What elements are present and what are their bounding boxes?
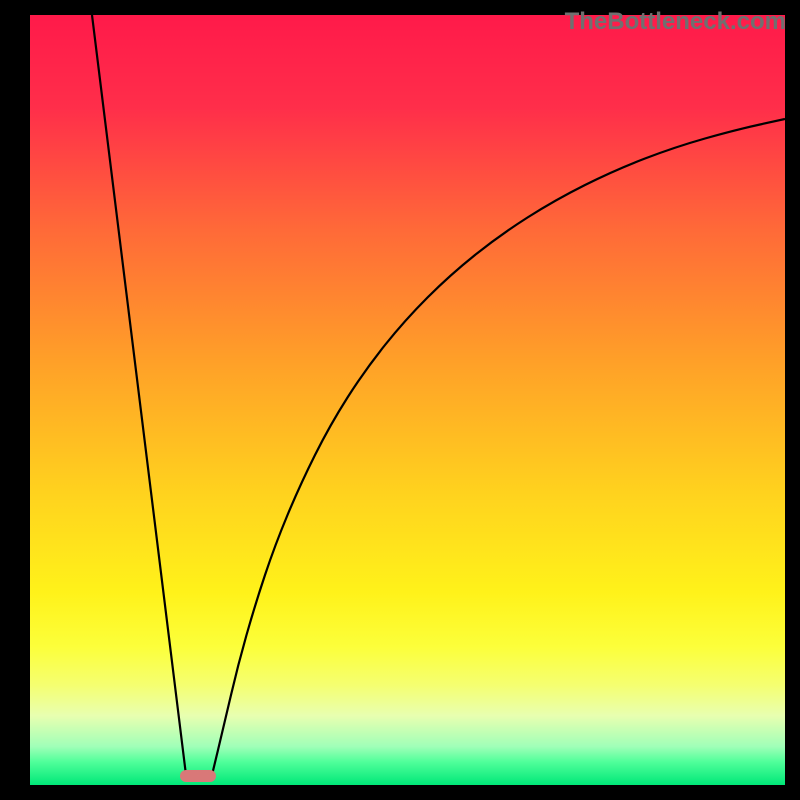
optimum-marker xyxy=(180,770,216,782)
chart-container: TheBottleneck.com xyxy=(0,0,800,800)
curve-layer xyxy=(30,15,785,785)
bottleneck-curve xyxy=(92,15,785,775)
plot-area xyxy=(30,15,785,785)
watermark-text: TheBottleneck.com xyxy=(565,8,786,36)
